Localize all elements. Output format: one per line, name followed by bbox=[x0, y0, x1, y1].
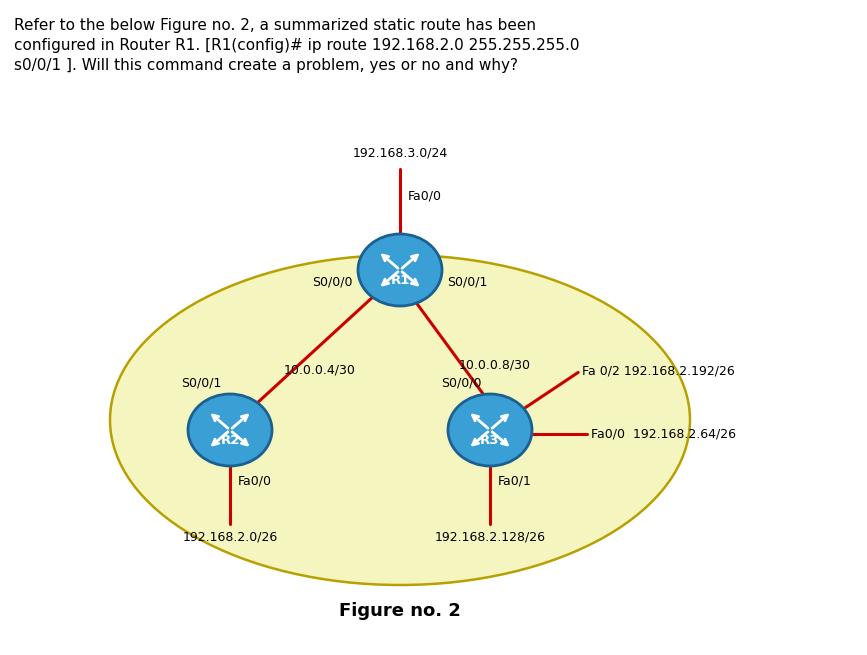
Text: S0/0/0: S0/0/0 bbox=[312, 276, 353, 288]
Text: R1: R1 bbox=[390, 274, 410, 288]
Text: Fa0/1: Fa0/1 bbox=[498, 474, 531, 487]
Text: 10.0.0.8/30: 10.0.0.8/30 bbox=[459, 358, 531, 371]
Ellipse shape bbox=[358, 234, 442, 306]
Text: Fa0/0: Fa0/0 bbox=[408, 189, 442, 202]
Text: S0/0/1: S0/0/1 bbox=[181, 376, 222, 389]
Text: s0/0/1 ]. Will this command create a problem, yes or no and why?: s0/0/1 ]. Will this command create a pro… bbox=[14, 58, 518, 73]
Text: Fa0/0  192.168.2.64/26: Fa0/0 192.168.2.64/26 bbox=[590, 427, 736, 440]
Ellipse shape bbox=[110, 255, 690, 585]
Text: R3: R3 bbox=[480, 434, 499, 447]
Ellipse shape bbox=[448, 394, 532, 466]
Text: Fa 0/2 192.168.2.192/26: Fa 0/2 192.168.2.192/26 bbox=[583, 364, 735, 377]
Ellipse shape bbox=[188, 394, 272, 466]
Text: Fa0/0: Fa0/0 bbox=[238, 474, 272, 487]
Text: 192.168.3.0/24: 192.168.3.0/24 bbox=[352, 146, 447, 159]
Text: S0/0/0: S0/0/0 bbox=[441, 376, 482, 389]
Text: 192.168.2.0/26: 192.168.2.0/26 bbox=[182, 531, 277, 544]
Text: R2: R2 bbox=[220, 434, 239, 447]
Text: configured in Router R1. [R1(config)# ip route 192.168.2.0 255.255.255.0: configured in Router R1. [R1(config)# ip… bbox=[14, 38, 579, 53]
Text: S0/0/1: S0/0/1 bbox=[447, 276, 487, 288]
Text: Refer to the below Figure no. 2, a summarized static route has been: Refer to the below Figure no. 2, a summa… bbox=[14, 18, 536, 33]
Text: 10.0.0.4/30: 10.0.0.4/30 bbox=[284, 364, 356, 377]
Text: 192.168.2.128/26: 192.168.2.128/26 bbox=[434, 531, 545, 544]
Text: Figure no. 2: Figure no. 2 bbox=[339, 602, 461, 620]
